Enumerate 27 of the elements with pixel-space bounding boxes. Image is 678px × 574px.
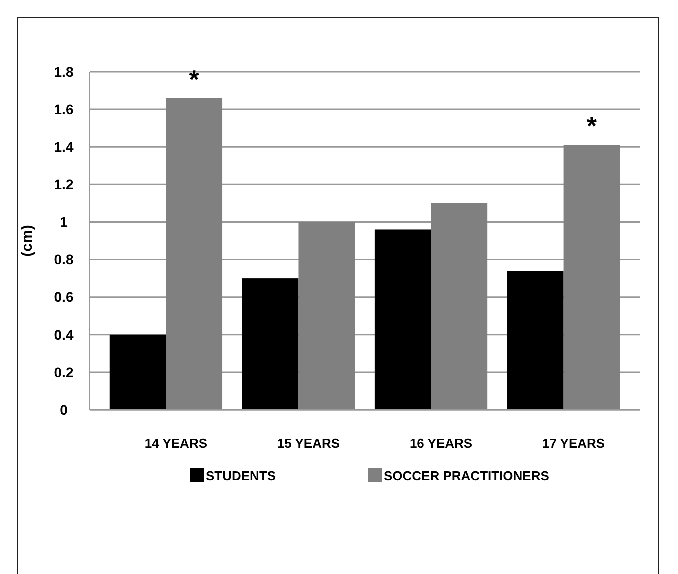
y-tick-label: 0.4 <box>54 326 74 343</box>
bar <box>166 98 223 410</box>
legend-label: SOCCER PRACTITIONERS <box>384 468 550 484</box>
bar <box>242 278 299 410</box>
y-tick-label: 0.8 <box>54 252 74 268</box>
x-tick-label: 14 YEARS <box>144 436 208 451</box>
y-tick-label: 1.4 <box>54 139 74 156</box>
bar <box>298 222 356 410</box>
x-tick-label: 17 YEARS <box>542 436 606 451</box>
y-tick-label: 0 <box>60 402 68 418</box>
bar <box>564 145 620 410</box>
bar <box>431 203 488 410</box>
bar <box>110 334 166 410</box>
y-tick-label: 1 <box>60 214 68 230</box>
annotation: * <box>189 64 200 94</box>
bar <box>507 271 564 410</box>
y-tick-label: 0.2 <box>54 364 74 380</box>
legend-label: STUDENTS <box>206 468 276 484</box>
y-tick-label: 0.6 <box>54 289 74 306</box>
x-tick-label: 15 YEARS <box>277 436 340 451</box>
annotation: * <box>586 111 598 142</box>
bar <box>374 230 432 410</box>
x-tick-label: 16 YEARS <box>410 436 473 451</box>
y-axis-title: (cm) <box>19 225 36 257</box>
y-tick-label: 1.8 <box>54 64 74 80</box>
y-tick-label: 1.2 <box>54 176 74 193</box>
y-tick-label: 1.6 <box>54 101 74 118</box>
